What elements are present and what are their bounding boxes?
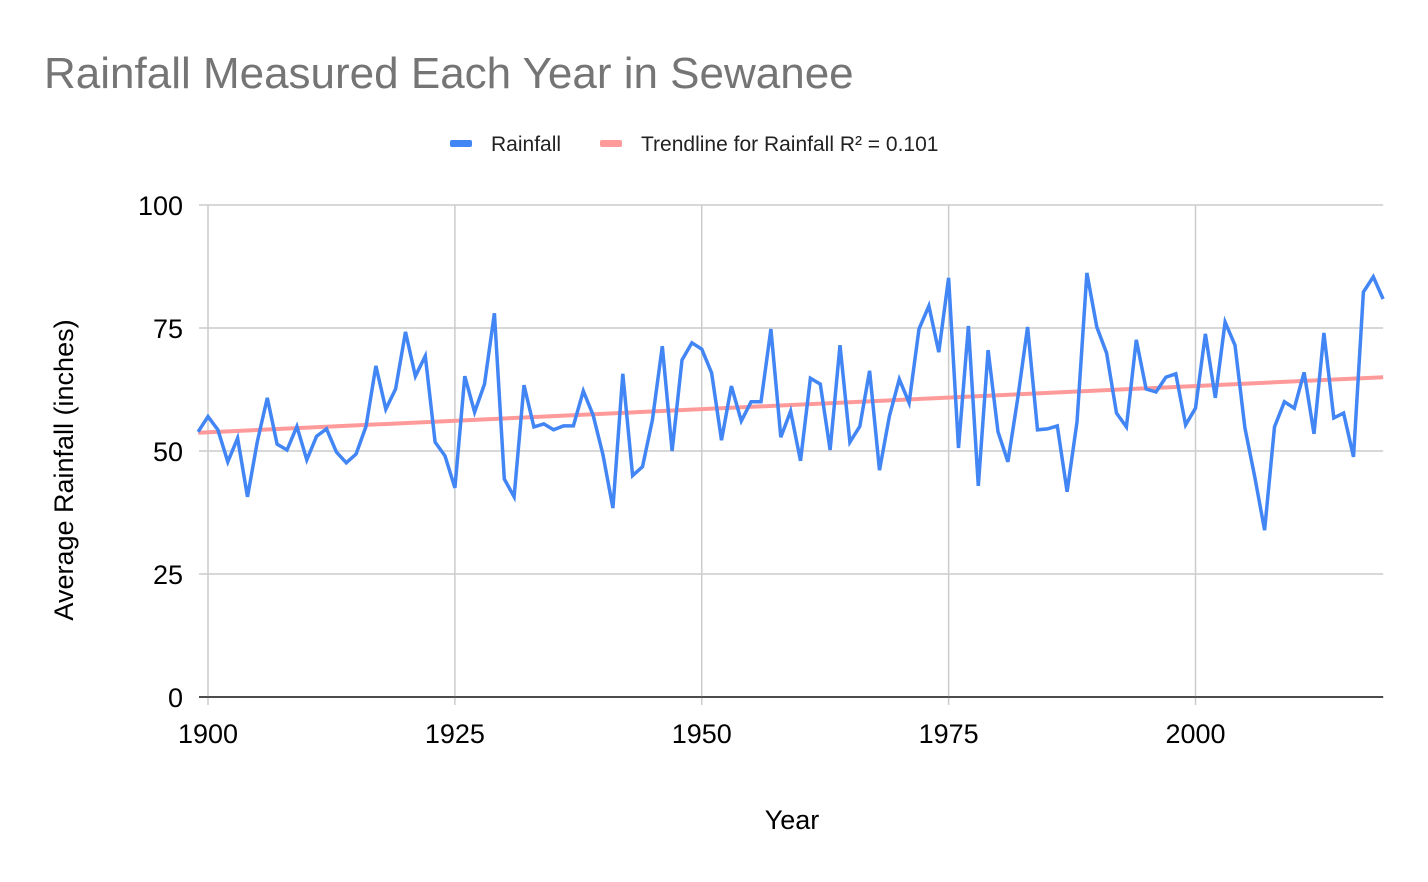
y-tick-label: 75 bbox=[153, 314, 183, 344]
x-tick-label: 1925 bbox=[425, 719, 485, 749]
rainfall-line bbox=[196, 272, 1385, 531]
y-axis-ticks: 0 25 50 75 100 bbox=[138, 191, 183, 713]
legend-swatch-rainfall bbox=[450, 140, 472, 147]
chart-title: Rainfall Measured Each Year in Sewanee bbox=[44, 49, 854, 98]
gridlines bbox=[199, 204, 1384, 705]
legend-label-trendline: Trendline for Rainfall R² = 0.101 bbox=[641, 133, 938, 156]
y-tick-label: 0 bbox=[168, 683, 183, 713]
legend-swatch-trendline bbox=[600, 140, 622, 147]
trendline bbox=[198, 375, 1384, 435]
x-axis-ticks: 1900 1925 1950 1975 2000 bbox=[178, 719, 1226, 749]
x-tick-label: 2000 bbox=[1165, 719, 1225, 749]
y-tick-label: 100 bbox=[138, 191, 183, 221]
y-tick-label: 25 bbox=[153, 560, 183, 590]
legend: Rainfall Trendline for Rainfall R² = 0.1… bbox=[450, 133, 938, 156]
y-axis-label: Average Rainfall (inches) bbox=[49, 319, 79, 620]
x-tick-label: 1950 bbox=[672, 719, 732, 749]
legend-item-rainfall[interactable]: Rainfall bbox=[450, 133, 561, 156]
series-layer bbox=[196, 272, 1385, 531]
x-axis-label: Year bbox=[765, 805, 820, 835]
x-tick-label: 1975 bbox=[919, 719, 979, 749]
legend-label-rainfall: Rainfall bbox=[491, 133, 561, 156]
legend-item-trendline[interactable]: Trendline for Rainfall R² = 0.101 bbox=[600, 133, 938, 156]
y-tick-label: 50 bbox=[153, 437, 183, 467]
x-tick-label: 1900 bbox=[178, 719, 238, 749]
